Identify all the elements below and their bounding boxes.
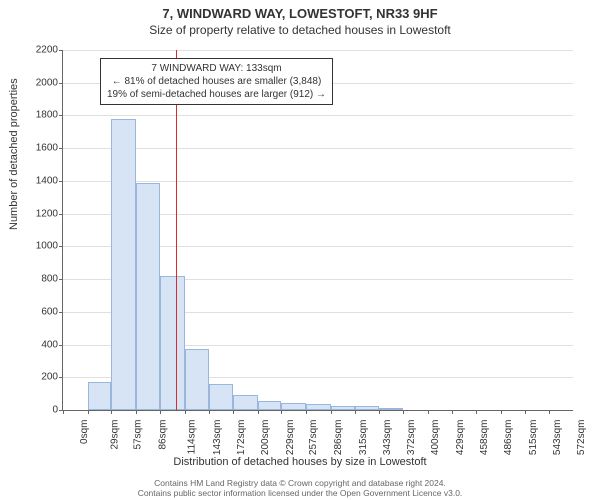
- xtick-label: 543sqm: [552, 420, 563, 456]
- xtick-mark: [306, 410, 307, 414]
- xtick-mark: [549, 410, 550, 414]
- histogram-bar: [281, 403, 306, 410]
- xtick-label: 286sqm: [333, 420, 344, 456]
- xtick-label: 229sqm: [285, 420, 296, 456]
- x-axis-label: Distribution of detached houses by size …: [0, 456, 600, 468]
- xtick-mark: [233, 410, 234, 414]
- ytick-mark: [59, 83, 63, 84]
- ytick-mark: [59, 312, 63, 313]
- xtick-mark: [281, 410, 282, 414]
- xtick-label: 114sqm: [186, 420, 197, 455]
- xtick-label: 200sqm: [260, 420, 271, 456]
- xtick-mark: [331, 410, 332, 414]
- annotation-line: ← 81% of detached houses are smaller (3,…: [107, 75, 326, 88]
- xtick-mark: [355, 410, 356, 414]
- xtick-mark: [452, 410, 453, 414]
- gridline: [63, 181, 573, 182]
- annotation-line: 19% of semi-detached houses are larger (…: [107, 88, 326, 101]
- ytick-mark: [59, 148, 63, 149]
- ytick-mark: [59, 181, 63, 182]
- ytick-mark: [59, 345, 63, 346]
- annotation-box: 7 WINDWARD WAY: 133sqm← 81% of detached …: [100, 58, 333, 105]
- histogram-bar: [160, 276, 185, 410]
- footer-line-2: Contains public sector information licen…: [0, 488, 600, 498]
- xtick-label: 315sqm: [358, 420, 369, 456]
- histogram-bar: [355, 406, 380, 410]
- xtick-label: 57sqm: [133, 420, 144, 450]
- ytick-label: 1000: [18, 241, 58, 252]
- annotation-line: 7 WINDWARD WAY: 133sqm: [107, 62, 326, 75]
- histogram-bar: [209, 384, 233, 410]
- xtick-mark: [379, 410, 380, 414]
- ytick-mark: [59, 50, 63, 51]
- histogram-bar: [185, 349, 210, 410]
- histogram-bar: [258, 401, 282, 410]
- footer-text: Contains HM Land Registry data © Crown c…: [0, 478, 600, 498]
- histogram-bar: [379, 408, 403, 410]
- xtick-mark: [209, 410, 210, 414]
- ytick-mark: [59, 377, 63, 378]
- chart-subtitle: Size of property relative to detached ho…: [0, 21, 600, 37]
- xtick-label: 515sqm: [528, 420, 539, 456]
- xtick-label: 343sqm: [382, 420, 393, 456]
- xtick-mark: [88, 410, 89, 414]
- histogram-bar: [306, 404, 331, 410]
- xtick-label: 458sqm: [479, 420, 490, 456]
- xtick-mark: [501, 410, 502, 414]
- histogram-bar: [331, 406, 355, 410]
- ytick-label: 800: [18, 274, 58, 285]
- ytick-label: 2200: [18, 45, 58, 56]
- ytick-mark: [59, 115, 63, 116]
- ytick-label: 1200: [18, 208, 58, 219]
- xtick-mark: [428, 410, 429, 414]
- xtick-label: 143sqm: [212, 420, 223, 456]
- xtick-mark: [63, 410, 64, 414]
- xtick-mark: [185, 410, 186, 414]
- histogram-bar: [233, 395, 258, 410]
- ytick-label: 600: [18, 306, 58, 317]
- xtick-mark: [111, 410, 112, 414]
- chart-container: 7, WINDWARD WAY, LOWESTOFT, NR33 9HF Siz…: [0, 0, 600, 500]
- xtick-mark: [403, 410, 404, 414]
- xtick-label: 372sqm: [406, 420, 417, 456]
- ytick-label: 200: [18, 372, 58, 383]
- xtick-label: 486sqm: [503, 420, 514, 456]
- xtick-label: 29sqm: [109, 420, 120, 450]
- xtick-mark: [476, 410, 477, 414]
- ytick-label: 1600: [18, 143, 58, 154]
- histogram-bar: [111, 119, 136, 410]
- footer-line-1: Contains HM Land Registry data © Crown c…: [0, 478, 600, 488]
- chart-title: 7, WINDWARD WAY, LOWESTOFT, NR33 9HF: [0, 0, 600, 21]
- histogram-bar: [88, 382, 112, 410]
- xtick-label: 572sqm: [576, 420, 587, 456]
- xtick-label: 400sqm: [430, 420, 441, 456]
- histogram-bar: [136, 183, 160, 410]
- gridline: [63, 115, 573, 116]
- xtick-label: 257sqm: [309, 420, 320, 456]
- xtick-mark: [136, 410, 137, 414]
- gridline: [63, 148, 573, 149]
- ytick-mark: [59, 246, 63, 247]
- xtick-label: 172sqm: [236, 420, 247, 456]
- xtick-mark: [160, 410, 161, 414]
- ytick-label: 1400: [18, 175, 58, 186]
- xtick-label: 86sqm: [158, 420, 169, 450]
- ytick-label: 2000: [18, 77, 58, 88]
- ytick-label: 400: [18, 339, 58, 350]
- ytick-mark: [59, 214, 63, 215]
- xtick-label: 429sqm: [455, 420, 466, 456]
- ytick-label: 0: [18, 405, 58, 416]
- xtick-mark: [525, 410, 526, 414]
- xtick-label: 0sqm: [79, 420, 90, 444]
- ytick-mark: [59, 279, 63, 280]
- gridline: [63, 50, 573, 51]
- ytick-label: 1800: [18, 110, 58, 121]
- xtick-mark: [258, 410, 259, 414]
